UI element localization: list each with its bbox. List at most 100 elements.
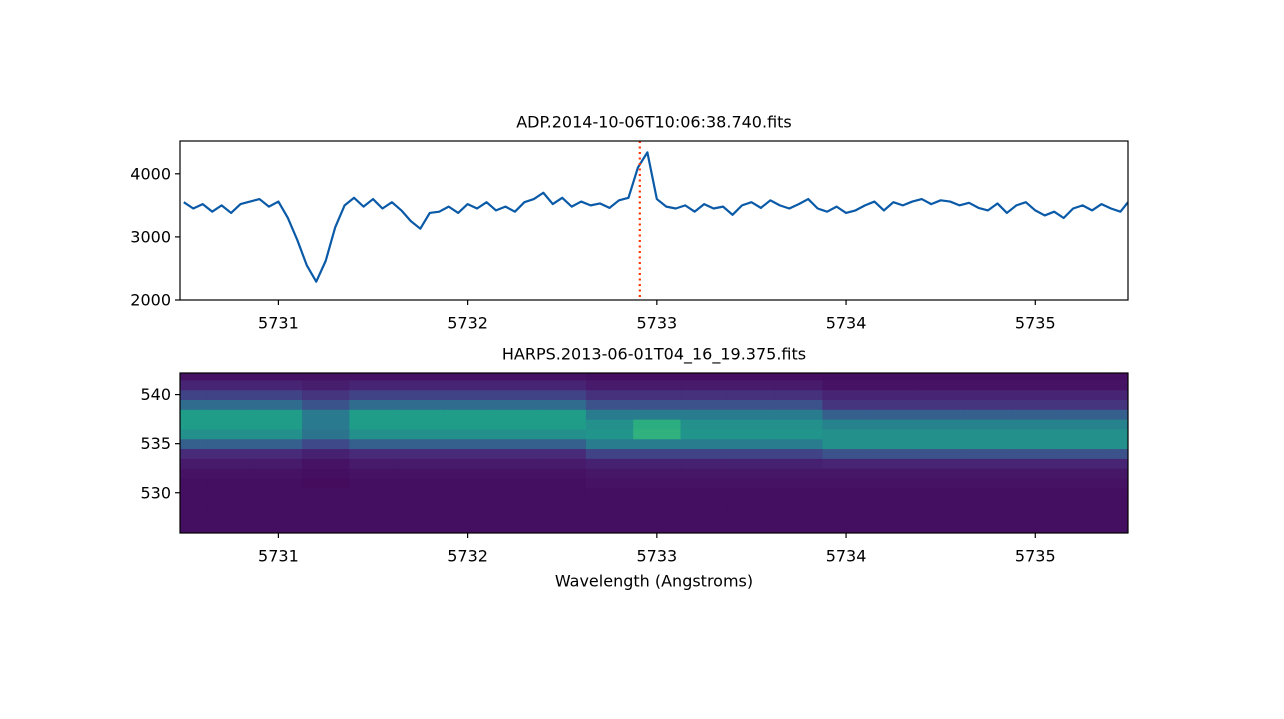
- heatmap-cell: [254, 517, 303, 528]
- x-tick-label: 5734: [826, 547, 867, 566]
- heatmap-cell: [585, 428, 634, 440]
- x-tick-label: 5732: [447, 547, 488, 566]
- heatmap-cell: [302, 458, 350, 469]
- heatmap-cell: [869, 379, 918, 391]
- heatmap-cell: [1058, 428, 1107, 440]
- heatmap-cell: [1011, 419, 1060, 430]
- heatmap-cell: [680, 409, 729, 420]
- heatmap-cell: [822, 373, 871, 381]
- heatmap-cell: [964, 438, 1013, 450]
- heatmap-cell: [302, 497, 350, 508]
- heatmap-cell: [349, 517, 398, 528]
- heatmap-cell: [538, 428, 587, 440]
- x-tick-label: 5731: [258, 314, 299, 333]
- heatmap-cell: [727, 527, 776, 533]
- heatmap-cell: [680, 373, 729, 381]
- heatmap-cell: [1058, 527, 1107, 533]
- heatmap-cell: [727, 409, 776, 420]
- heatmap-cell: [964, 379, 1013, 391]
- heatmap-cell: [349, 399, 398, 410]
- heatmap-cell: [207, 448, 256, 459]
- heatmap-cell: [254, 448, 303, 459]
- heatmap-cell: [822, 409, 871, 420]
- heatmap-cell: [727, 478, 776, 489]
- heatmap-cell: [775, 428, 823, 440]
- heatmap-cell: [207, 517, 256, 528]
- heatmap-cell: [180, 379, 208, 391]
- heatmap-cell: [1011, 389, 1060, 401]
- heatmap-cell: [207, 373, 256, 381]
- heatmap-cell: [180, 478, 208, 489]
- heatmap-cell: [1106, 389, 1128, 401]
- heatmap-cell: [964, 478, 1013, 489]
- heatmap-cell: [585, 468, 634, 479]
- heatmap-cell: [964, 409, 1013, 420]
- heatmap-cell: [1058, 379, 1107, 391]
- heatmap-cell: [349, 379, 398, 391]
- heatmap-cell: [633, 468, 681, 479]
- heatmap-cell: [964, 458, 1013, 469]
- heatmap-cell: [633, 389, 681, 401]
- heatmap-cell: [822, 458, 871, 469]
- heatmap-cell: [180, 428, 208, 440]
- heatmap-cell: [869, 468, 918, 479]
- heatmap-cell: [538, 379, 587, 391]
- heatmap-cell: [180, 507, 208, 518]
- heatmap-cell: [585, 458, 634, 469]
- heatmap-cell: [1011, 428, 1060, 440]
- heatmap-cell: [727, 399, 776, 410]
- heatmap-cell: [822, 379, 871, 391]
- heatmap-cell: [775, 497, 823, 508]
- heatmap-cell: [1058, 468, 1107, 479]
- y-tick-label: 3000: [130, 227, 171, 246]
- heatmap-cell: [396, 409, 445, 420]
- heatmap-cell: [727, 373, 776, 381]
- heatmap-cell: [585, 448, 634, 459]
- heatmap-cell: [349, 448, 398, 459]
- heatmap-cell: [396, 458, 445, 469]
- heatmap-cell: [727, 487, 776, 499]
- heatmap-cell: [633, 438, 681, 450]
- heatmap-cell: [917, 497, 965, 508]
- heatmap-cell: [396, 517, 445, 528]
- heatmap-cell: [1011, 458, 1060, 469]
- x-tick-label: 5731: [258, 547, 299, 566]
- heatmap-cell: [727, 517, 776, 528]
- x-tick-label: 5735: [1015, 547, 1056, 566]
- plot-area: [183, 141, 1128, 300]
- heatmap-cell: [917, 507, 965, 518]
- heatmap-cell: [254, 419, 303, 430]
- heatmap-cell: [727, 507, 776, 518]
- y-tick-label: 530: [140, 483, 171, 502]
- heatmap-cell: [207, 478, 256, 489]
- heatmap-cell: [396, 478, 445, 489]
- heatmap-cell: [207, 419, 256, 430]
- heatmap-cell: [1058, 419, 1107, 430]
- heatmap-cell: [633, 448, 681, 459]
- heatmap-cell: [349, 497, 398, 508]
- x-tick-label: 5733: [636, 314, 677, 333]
- heatmap-cell: [302, 527, 350, 533]
- heatmap-cell: [254, 438, 303, 450]
- heatmap-cell: [349, 389, 398, 401]
- heatmap-cell: [207, 497, 256, 508]
- heatmap-cell: [964, 399, 1013, 410]
- heatmap-cell: [302, 389, 350, 401]
- heatmap-cell: [443, 517, 492, 528]
- heatmap-cell: [1106, 458, 1128, 469]
- heatmap-cell: [869, 507, 918, 518]
- heatmap-cell: [180, 409, 208, 420]
- y-tick-label: 540: [140, 385, 171, 404]
- heatmap-cell: [538, 419, 587, 430]
- heatmap-cell: [302, 438, 350, 450]
- heatmap-cell: [349, 373, 398, 381]
- heatmap-cell: [254, 409, 303, 420]
- heatmap-cell: [538, 373, 587, 381]
- heatmap-cell: [443, 468, 492, 479]
- heatmap-cell: [396, 373, 445, 381]
- heatmap-cell: [633, 507, 681, 518]
- heatmap-cell: [1106, 507, 1128, 518]
- heatmap-cell: [585, 389, 634, 401]
- heatmap-cell: [1058, 487, 1107, 499]
